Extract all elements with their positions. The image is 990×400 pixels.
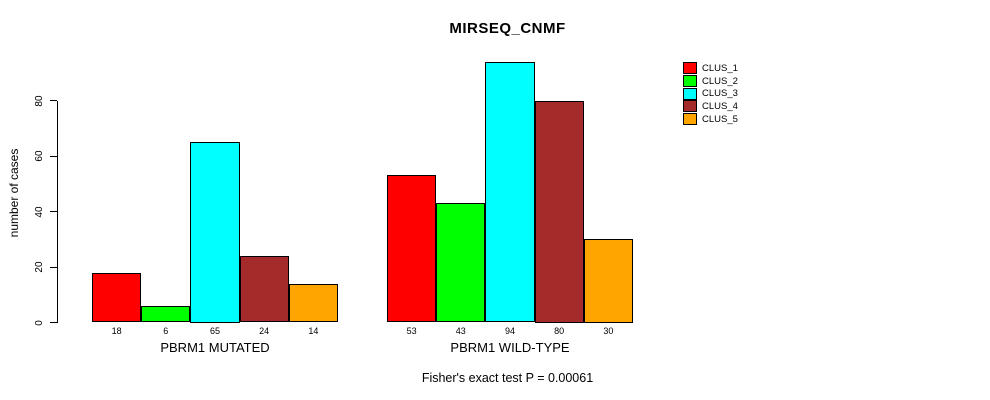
- y-tick: [49, 155, 57, 157]
- bar-clus_2-group2: [436, 203, 486, 323]
- bar-clus_3-group1: [190, 142, 240, 323]
- chart-title: MIRSEQ_CNMF: [449, 20, 566, 37]
- y-tick: [49, 266, 57, 268]
- bar-value-label: 94: [504, 326, 515, 336]
- legend-swatch-clus_1: [683, 62, 697, 75]
- y-tick-label: 80: [34, 94, 45, 107]
- bar-value-label: 65: [209, 326, 220, 336]
- legend-item: CLUS_3: [683, 87, 738, 100]
- bar-value-label: 18: [111, 326, 122, 336]
- bar-value-label: 80: [554, 326, 565, 336]
- legend: CLUS_1 CLUS_2 CLUS_3 CLUS_4 CLUS_5: [683, 62, 738, 126]
- y-tick-label: 40: [34, 205, 45, 218]
- bar-clus_1-group2: [387, 175, 437, 323]
- legend-item: CLUS_5: [683, 113, 738, 126]
- bar-clus_4-group2: [534, 100, 584, 323]
- bar-value-label: 6: [163, 326, 169, 336]
- y-axis-line: [56, 100, 58, 323]
- bar-value-label: 24: [259, 326, 270, 336]
- legend-item: CLUS_1: [683, 62, 738, 75]
- bar-value-label: 53: [406, 326, 417, 336]
- group-label-2: PBRM1 WILD-TYPE: [450, 340, 570, 355]
- bar-clus_5-group2: [583, 239, 633, 323]
- legend-item: CLUS_2: [683, 75, 738, 88]
- bar-value-label: 43: [455, 326, 466, 336]
- y-tick-label: 60: [34, 150, 45, 162]
- legend-swatch-clus_3: [683, 87, 697, 100]
- legend-label: CLUS_4: [702, 100, 738, 112]
- legend-label: CLUS_1: [702, 62, 738, 74]
- legend-label: CLUS_3: [702, 88, 738, 100]
- bar-clus_2-group1: [141, 305, 191, 323]
- legend-swatch-clus_4: [683, 100, 697, 113]
- caption-fishers-test: Fisher's exact test P = 0.00061: [421, 371, 594, 385]
- group-label-1: PBRM1 MUTATED: [160, 340, 270, 355]
- bar-clus_5-group1: [288, 283, 338, 323]
- y-tick: [49, 322, 57, 323]
- legend-swatch-clus_2: [683, 75, 697, 88]
- bar-value-label: 30: [603, 326, 614, 336]
- legend-label: CLUS_5: [702, 113, 738, 125]
- bar-value-label: 14: [308, 326, 319, 336]
- y-tick-label: 0: [34, 319, 45, 326]
- y-axis-label: number of cases: [7, 148, 21, 238]
- legend-label: CLUS_2: [702, 75, 738, 87]
- y-tick: [49, 100, 57, 101]
- bar-clus_3-group2: [485, 61, 535, 323]
- legend-swatch-clus_5: [683, 113, 697, 126]
- y-tick: [49, 211, 57, 212]
- bar-clus_4-group1: [239, 255, 289, 323]
- y-tick-label: 20: [34, 261, 45, 273]
- legend-item: CLUS_4: [683, 100, 738, 113]
- bar-clus_1-group1: [92, 272, 142, 323]
